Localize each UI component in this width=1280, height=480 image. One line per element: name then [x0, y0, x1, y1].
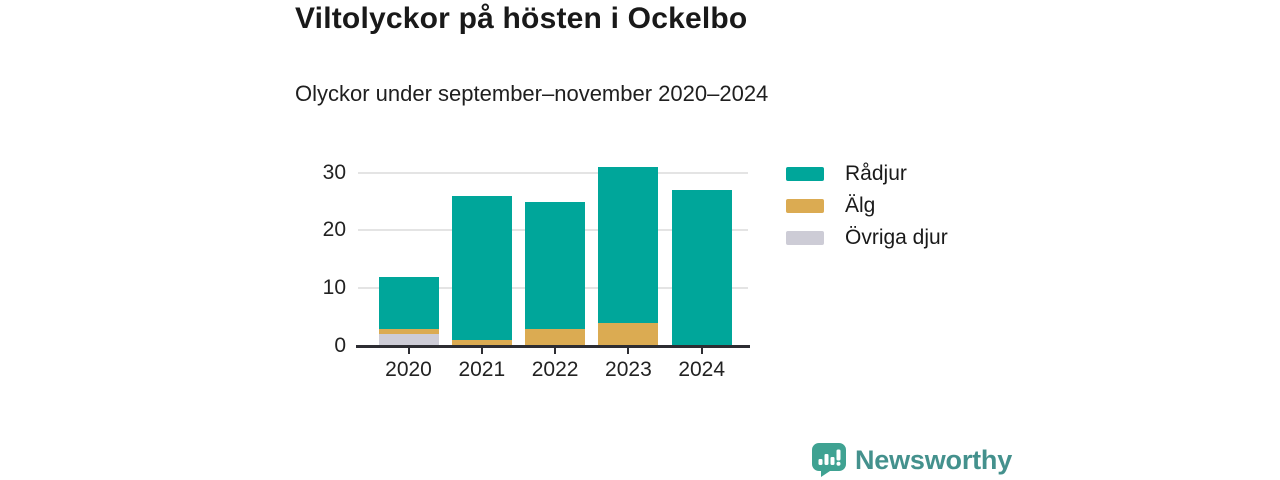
bar-segment — [525, 328, 586, 346]
newsworthy-logo: Newsworthy — [812, 443, 1012, 477]
bar-segment — [378, 328, 439, 335]
x-tick-label: 2020 — [385, 358, 432, 381]
legend: Rådjur Älg Övriga djur — [786, 162, 948, 258]
bar-segment — [378, 276, 439, 329]
x-axis-line — [356, 345, 750, 348]
chart-subtitle: Olyckor under september–november 2020–20… — [295, 81, 769, 106]
legend-item: Övriga djur — [786, 226, 948, 250]
x-tick-mark — [700, 348, 703, 354]
bar-segment — [598, 322, 659, 346]
legend-swatch — [786, 231, 824, 245]
bar-segment — [451, 195, 512, 341]
y-tick-label: 30 — [322, 160, 346, 184]
y-tick-label: 20 — [322, 218, 346, 242]
legend-item: Rådjur — [786, 162, 948, 186]
bar-segment — [525, 201, 586, 329]
legend-label: Rådjur — [845, 162, 907, 185]
legend-swatch — [786, 199, 824, 213]
x-tick-label: 2024 — [678, 358, 726, 381]
newsworthy-icon — [812, 443, 846, 477]
bar-segment — [671, 189, 732, 346]
bar-segment — [378, 334, 439, 346]
legend-label: Älg — [845, 194, 876, 217]
x-tick-label: 2021 — [458, 358, 506, 381]
gridline — [358, 171, 748, 174]
x-tick-label: 2022 — [531, 358, 579, 381]
x-tick-mark — [480, 348, 483, 354]
y-tick-label: 0 — [334, 334, 346, 357]
x-tick-label: 2023 — [605, 358, 652, 381]
x-tick-mark — [554, 348, 557, 354]
newsworthy-wordmark: Newsworthy — [855, 445, 1013, 475]
x-tick-mark — [407, 348, 410, 354]
y-tick-label: 10 — [322, 276, 346, 300]
bar-segment — [598, 166, 659, 323]
x-tick-mark — [627, 348, 630, 354]
legend-label: Övriga djur — [845, 226, 948, 249]
legend-item: Älg — [786, 194, 948, 218]
chart-title: Viltolyckor på hösten i Ockelbo — [295, 2, 748, 35]
legend-swatch — [786, 167, 824, 181]
bar-segment — [451, 340, 512, 346]
